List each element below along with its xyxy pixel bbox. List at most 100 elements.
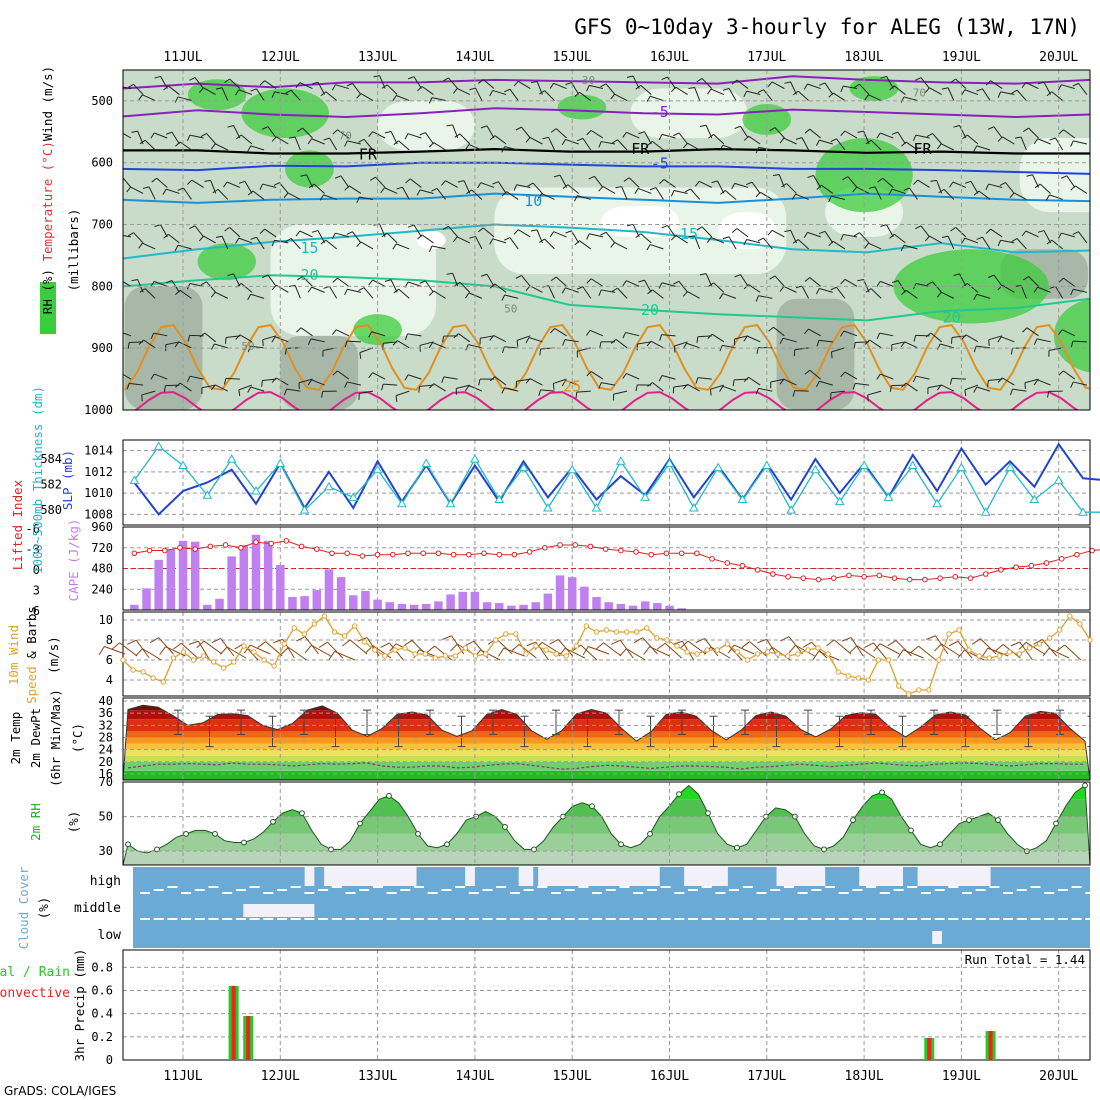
wind-barb [710, 646, 731, 659]
isotherm-20 [123, 274, 1090, 322]
wind-barb [177, 96, 192, 102]
wind-barb [843, 233, 858, 238]
wind-barb [214, 343, 228, 349]
wind-barb [262, 378, 277, 382]
rh-light-zone [1019, 138, 1090, 213]
wind-barb-flag [857, 130, 864, 133]
cape-bar [434, 601, 443, 610]
wind-barb-flag [328, 651, 336, 660]
wind-barb [978, 190, 991, 200]
wind-barb [1063, 277, 1076, 287]
wind-barb-flag [126, 383, 130, 390]
thickness-point [859, 460, 869, 469]
wind-barb [940, 291, 955, 299]
date-label-top: 20JUL [1039, 50, 1078, 65]
wind-barb-flag [926, 281, 933, 286]
wind-speed-point [492, 637, 499, 643]
cloud-gap [701, 918, 712, 920]
wind-barb [1055, 286, 1064, 299]
wind-barb-flag [300, 174, 307, 177]
cloud-clear [518, 867, 534, 886]
wind-speed-point [382, 653, 388, 659]
wind-barb-flag [480, 125, 488, 129]
wind-barb-flag [210, 143, 216, 150]
precip-conv-bar [246, 1016, 251, 1060]
lifted-index-point [222, 542, 229, 548]
wind-barb [431, 97, 446, 102]
lifted-index-point [906, 576, 913, 583]
series-line-slp [133, 442, 1100, 516]
wind-barb-flag [454, 281, 461, 287]
wind-barb-flag [478, 227, 484, 233]
wind-barb-flag [912, 375, 917, 383]
wind-barb-flag [504, 88, 511, 93]
wind-barb [486, 273, 495, 287]
wind-barb [486, 125, 495, 139]
wind-barb-flag [561, 287, 566, 294]
wind-speed-point [462, 645, 469, 651]
precip-conv-bar [927, 1038, 932, 1060]
lifted-index-point [967, 575, 974, 581]
wind-barb-flag [1034, 183, 1041, 189]
wind-barb [836, 138, 846, 151]
wind-barb-flag [464, 640, 475, 647]
wind-barb [867, 390, 882, 396]
wind-barb [480, 649, 501, 661]
temp-band [123, 743, 1090, 750]
wind-speed-point [523, 651, 529, 657]
wind-speed-point [372, 647, 378, 653]
wind-barb-flag [934, 643, 942, 652]
wind-barb [917, 179, 930, 188]
wind-barb [818, 339, 833, 343]
wind-barb-flag [1033, 138, 1039, 145]
wind-barb [396, 243, 410, 250]
wind-barb [290, 89, 301, 101]
wind-barb [976, 293, 991, 299]
wind-barb [1002, 284, 1015, 293]
wind-speed-point [775, 651, 781, 657]
cloud-gap [208, 918, 219, 920]
cloud-gap [304, 918, 315, 920]
wind-barb-flag [150, 281, 155, 287]
wind-barb-flag [453, 333, 459, 339]
wind-barb [244, 181, 253, 194]
wind-barb-flag [308, 183, 315, 189]
wind-barb [905, 141, 918, 151]
wind-barb-flag [428, 342, 434, 349]
wind-barb [553, 231, 567, 238]
wind-barb [239, 334, 253, 343]
cloud-gap [1030, 886, 1041, 888]
cloud-gap [715, 892, 726, 894]
wind-barb-flag [296, 327, 302, 333]
wind-barb [873, 642, 888, 661]
wind-barb-flag [187, 179, 193, 185]
lifted-index-point [131, 550, 138, 557]
lifted-index-point [237, 544, 244, 551]
thickness-point [202, 490, 213, 499]
rh-high-patch [285, 150, 334, 188]
wind-barb-flag [384, 279, 392, 282]
wind-barb [836, 286, 846, 299]
wind-barb-flag [1057, 232, 1062, 239]
wind-barb-flag [707, 237, 712, 243]
wind-barb [1061, 329, 1076, 337]
wind-barb-flag [1033, 379, 1039, 386]
label-part: SLP (mb) [60, 450, 75, 510]
wind-barb-flag [903, 187, 910, 191]
isotherm-label: 15 [300, 239, 318, 257]
wind-barb [783, 285, 797, 293]
wind-barb-flag [525, 337, 530, 344]
thickness-point [543, 502, 553, 512]
wind-barb [667, 76, 676, 89]
rh-moist-zone [124, 286, 203, 410]
rh-point [618, 841, 624, 848]
wind-barb-flag [527, 182, 534, 187]
wind-barb [302, 127, 313, 139]
temp-band [123, 705, 1090, 711]
wind-barb [770, 378, 785, 383]
wind-barb [920, 77, 930, 89]
wind-barb-flag [755, 191, 761, 198]
cloud-gap [962, 918, 972, 920]
footer-credit: GrADS: COLA/IGES [4, 1084, 116, 1098]
